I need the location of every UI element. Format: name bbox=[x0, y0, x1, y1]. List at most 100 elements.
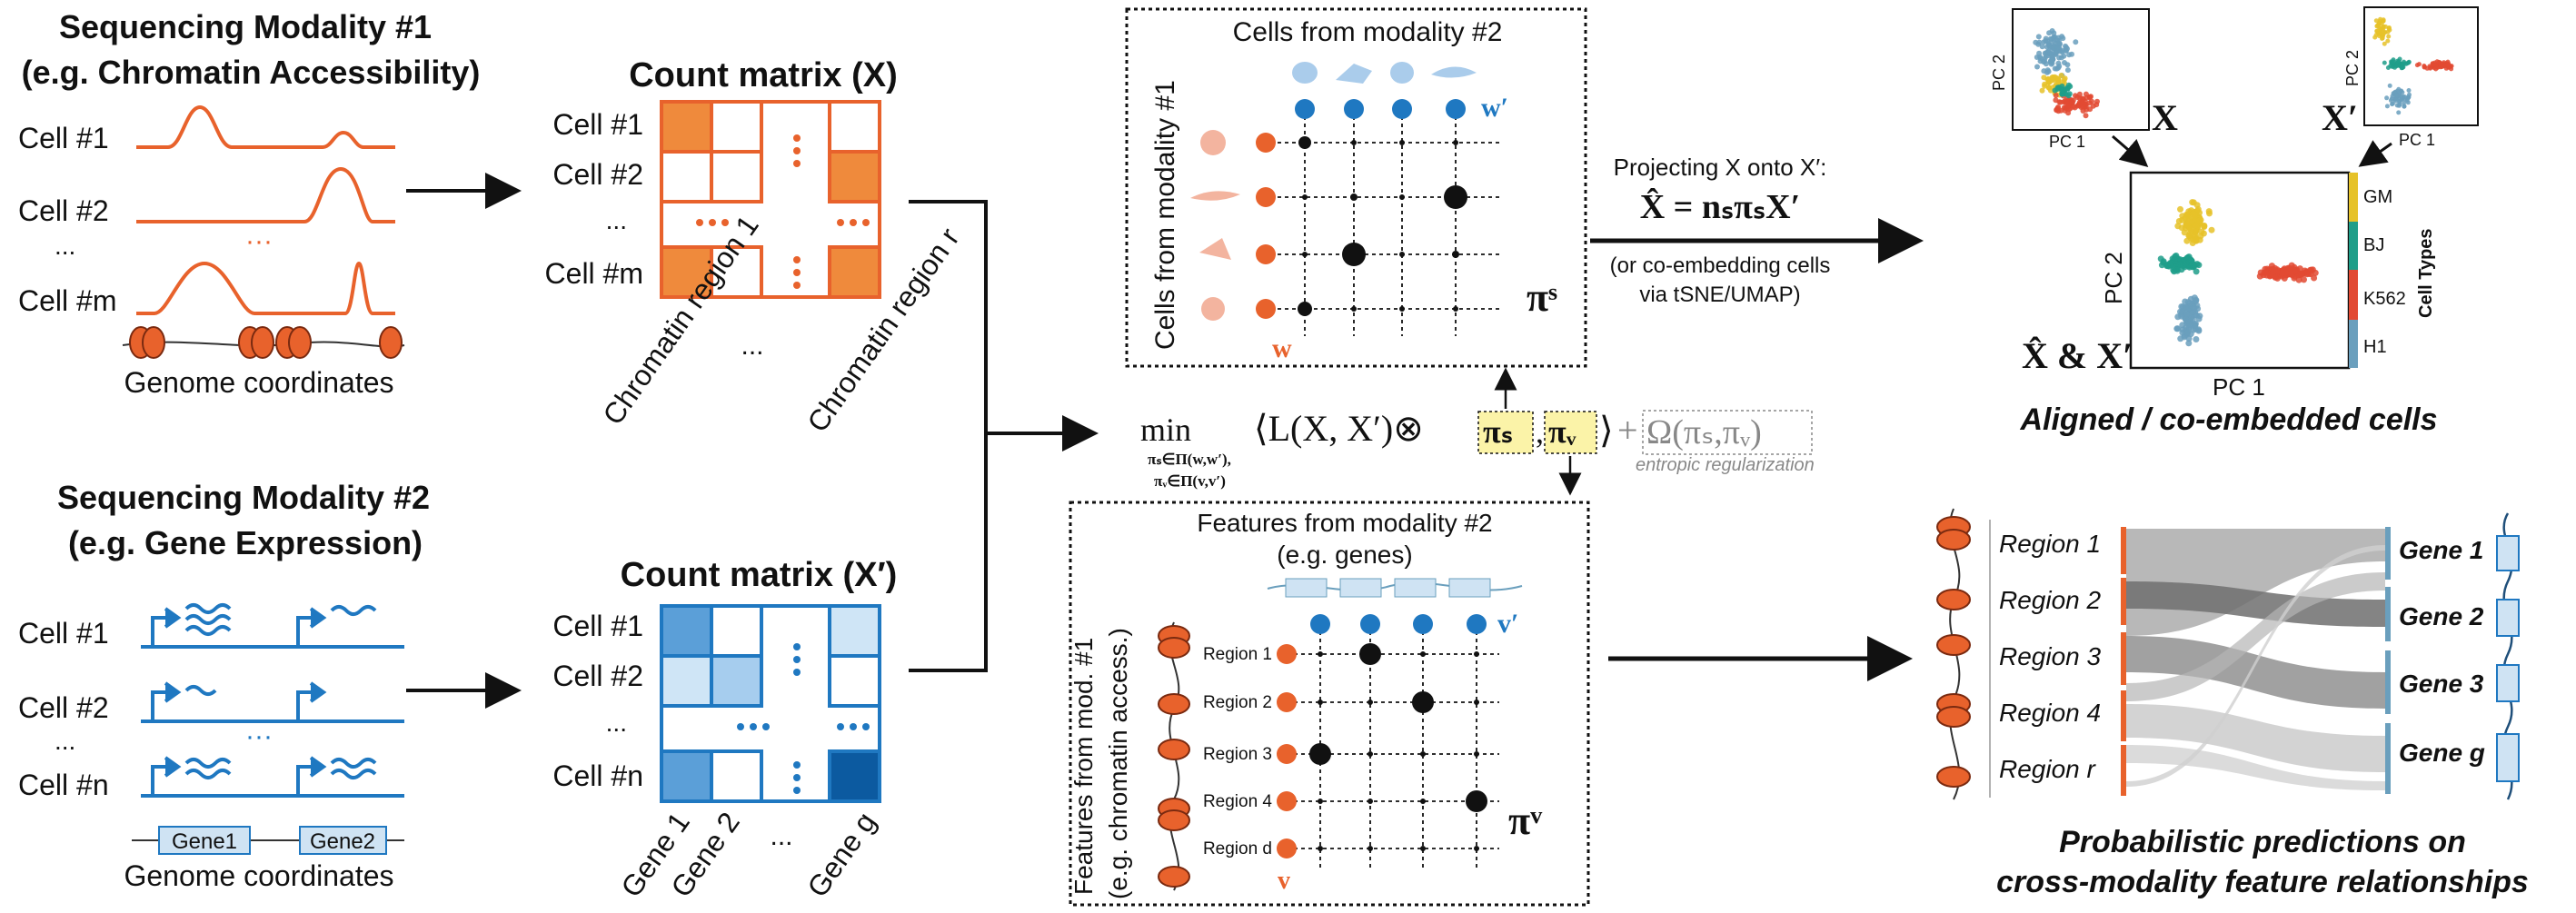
projection-line-1: Projecting X onto X′: bbox=[1614, 154, 1827, 181]
scatter-point bbox=[2090, 103, 2096, 109]
scatter-point bbox=[2194, 205, 2202, 213]
vp-label: v′ bbox=[1497, 609, 1518, 639]
scatter-point bbox=[2384, 104, 2390, 109]
matrix-xp-title: Count matrix (X′) bbox=[621, 556, 898, 594]
scatter-point bbox=[2378, 26, 2383, 31]
scatter-point bbox=[2079, 95, 2085, 102]
arrow-x-to-combined bbox=[2112, 134, 2149, 167]
scatter-point bbox=[2440, 62, 2444, 67]
ellipsis-dots: ··· bbox=[245, 226, 273, 256]
scatter-point bbox=[2056, 64, 2063, 69]
omega-term: Ω(πₛ,πᵥ) bbox=[1646, 413, 1762, 452]
scatter-point bbox=[2037, 58, 2044, 65]
close-bracket: ⟩ bbox=[1599, 410, 1614, 451]
combined-plot-label: X̂ & X′ bbox=[2022, 335, 2133, 376]
scatter-point bbox=[2449, 64, 2454, 69]
scatter-point bbox=[2192, 323, 2199, 329]
scatter-point bbox=[2406, 88, 2412, 93]
scatter-point bbox=[2067, 84, 2074, 90]
scatter-point bbox=[2064, 67, 2071, 74]
scatter-point bbox=[2193, 336, 2200, 342]
features-box-title: Features from modality #2 bbox=[1197, 509, 1492, 537]
sankey-gene-label: Gene g bbox=[2399, 739, 2485, 767]
scatter-point bbox=[2402, 61, 2407, 66]
wp-label: w′ bbox=[1481, 93, 1508, 123]
scatter-point bbox=[2057, 99, 2064, 105]
scatter-point bbox=[2263, 269, 2269, 276]
features-box-side-label: (e.g. chromatin access.) bbox=[1104, 628, 1132, 899]
features-box-side-label: Features from mod. #1 bbox=[1069, 638, 1098, 895]
nucleosome-chain bbox=[122, 326, 405, 359]
scatter-point bbox=[2157, 255, 2164, 263]
matrix-row-label: Cell #2 bbox=[552, 660, 643, 692]
loss-term: ⟨L(X, X′)⊗ bbox=[1254, 408, 1424, 449]
sankey-region-label: Region 3 bbox=[1999, 642, 2102, 670]
scatter-point bbox=[2174, 325, 2182, 332]
scatter-point bbox=[2064, 62, 2071, 68]
scatter-point bbox=[2051, 30, 2057, 36]
scatter-point bbox=[2191, 261, 2197, 268]
min-operator: min bbox=[1140, 412, 1191, 448]
scatter-point bbox=[2386, 34, 2392, 39]
scatter-point bbox=[2402, 104, 2407, 109]
feature-region-label: Region 2 bbox=[1203, 693, 1272, 712]
gene-track: Gene1 Gene2 bbox=[132, 826, 404, 855]
mod1-cell-label: ... bbox=[55, 232, 75, 260]
scatter-point bbox=[2054, 107, 2060, 114]
scatter-point bbox=[2186, 321, 2193, 328]
scatter-point bbox=[2080, 108, 2086, 114]
scatter-point bbox=[2064, 45, 2070, 52]
cell-thumbnails-side bbox=[1190, 130, 1240, 321]
matrix-row-label: Cell #1 bbox=[552, 108, 643, 141]
scatter-point bbox=[2402, 100, 2407, 105]
scatter-point bbox=[2069, 51, 2074, 57]
scatter-point bbox=[2183, 237, 2191, 244]
scatter-xp-panel: PC 1 PC 2 X′ bbox=[2322, 6, 2479, 149]
scatter-point bbox=[2286, 264, 2293, 272]
scatter-point bbox=[2041, 74, 2047, 81]
legend-label: BJ bbox=[2363, 235, 2384, 255]
matrix-row-label: ... bbox=[606, 206, 627, 234]
scatter-x-panel: PC 1 PC 2 X bbox=[1990, 8, 2178, 151]
scatter-point bbox=[2170, 266, 2177, 273]
scatter-point bbox=[2054, 37, 2061, 44]
sankey-region-label: Region 4 bbox=[1999, 699, 2101, 727]
scatter-point bbox=[2186, 225, 2193, 233]
scatter-point bbox=[2397, 95, 2402, 101]
mod1-cell-label: Cell #1 bbox=[18, 122, 109, 154]
expression-tracks bbox=[141, 603, 404, 798]
matrix-x-title: Count matrix (X) bbox=[629, 56, 898, 94]
scatter-point bbox=[2185, 340, 2193, 347]
scatter-point bbox=[2044, 44, 2050, 50]
legend-label: H1 bbox=[2363, 337, 2387, 357]
plus-sign: + bbox=[1617, 410, 1638, 451]
scatter-point bbox=[2059, 34, 2065, 40]
scatter-point bbox=[2065, 103, 2072, 109]
gene1-box-label: Gene1 bbox=[172, 829, 237, 854]
scatter-point bbox=[2272, 273, 2279, 281]
cells-box-side-label: Cells from modality #1 bbox=[1150, 80, 1180, 350]
scatter-point bbox=[2386, 25, 2392, 30]
scatter-point bbox=[2268, 263, 2275, 270]
genome-coordinates-label: Genome coordinates bbox=[124, 859, 393, 892]
scatter-point bbox=[2177, 256, 2184, 263]
cells-coupling-panel: Cells from modality #2 Cells from modali… bbox=[1125, 7, 1587, 368]
projection-line-3: (or co-embedding cells bbox=[1610, 253, 1831, 278]
mod2-cell-label: ... bbox=[55, 727, 75, 755]
scatter-point bbox=[2186, 214, 2193, 222]
pi-v-term: πᵥ bbox=[1548, 413, 1576, 450]
pi-v-label: πᵛ bbox=[1508, 799, 1543, 843]
scatter-point bbox=[2039, 87, 2045, 94]
scatter-point bbox=[2428, 65, 2433, 71]
mod2-cell-label: Cell #n bbox=[18, 769, 109, 801]
scatter-point bbox=[2045, 84, 2052, 91]
scatter-point bbox=[2054, 45, 2061, 52]
scatter-point bbox=[2416, 62, 2422, 67]
legend-label: GM bbox=[2363, 187, 2392, 207]
scatter-point bbox=[2174, 313, 2182, 321]
scatter-point bbox=[2039, 44, 2045, 50]
gene-strand-icon bbox=[1267, 578, 1523, 598]
scatter-point bbox=[2193, 268, 2200, 275]
scatter-point bbox=[2257, 269, 2264, 276]
modality-2-panel: Sequencing Modality #2 (e.g. Gene Expres… bbox=[18, 479, 430, 892]
